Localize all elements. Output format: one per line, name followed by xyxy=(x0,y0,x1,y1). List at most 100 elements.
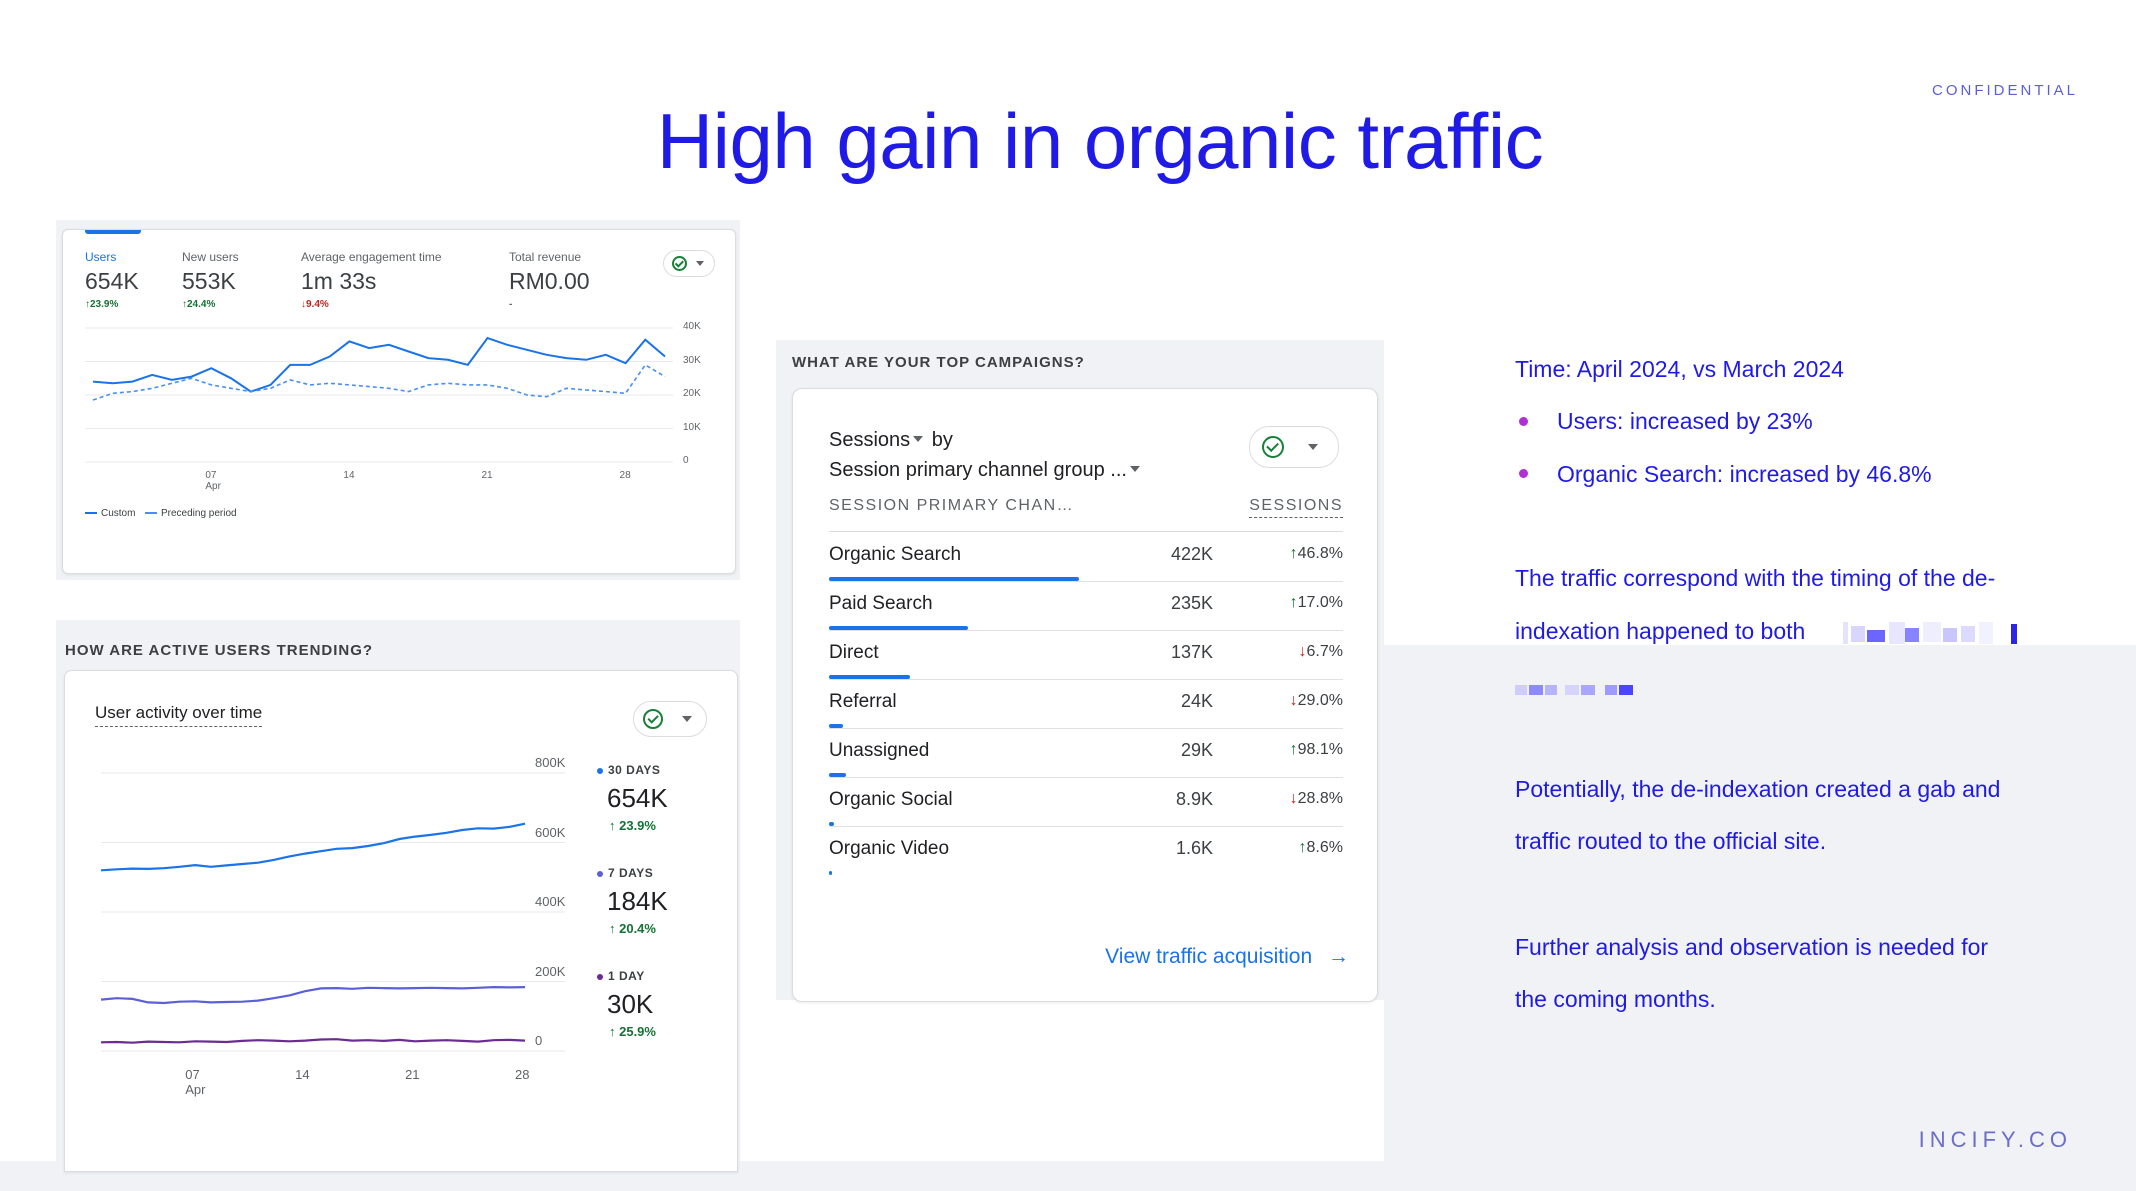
check-circle-icon xyxy=(672,256,687,271)
table-row[interactable]: Organic Search 422K ↑46.8% xyxy=(829,532,1343,582)
legend-change: ↑ 20.4% xyxy=(609,921,656,936)
metric-total-revenue[interactable]: Total revenue RM0.00 - xyxy=(509,250,590,310)
y-tick-label: 20K xyxy=(683,388,701,399)
y-tick-label: 0 xyxy=(535,1033,543,1048)
share-bar xyxy=(829,577,1079,581)
sessions-change: ↑8.6% xyxy=(1298,839,1343,856)
x-tick-label: 21 xyxy=(405,1067,420,1082)
redacted-text xyxy=(1843,622,2018,644)
campaigns-card: Sessions by Session primary channel grou… xyxy=(792,388,1378,1002)
sessions-value: 1.6K xyxy=(1175,838,1213,858)
bullet-dot xyxy=(1519,417,1528,426)
table-row[interactable]: Referral 24K ↓29.0% xyxy=(829,679,1343,729)
legend-preceding: Preceding period xyxy=(145,508,237,519)
active-tab-indicator xyxy=(85,230,141,234)
chevron-down-icon xyxy=(913,436,924,442)
share-bar xyxy=(829,773,847,777)
x-tick-label: 28 xyxy=(515,1067,530,1082)
channel-name: Direct xyxy=(829,642,879,663)
background-block xyxy=(1384,645,2136,1191)
sessions-change: ↓28.8% xyxy=(1289,790,1343,807)
compare-menu-button[interactable] xyxy=(1249,426,1339,468)
redacted-text xyxy=(1515,682,1650,695)
metric-value: 654K xyxy=(85,268,139,294)
series-line-1-day xyxy=(100,1038,526,1044)
sessions-change: ↑17.0% xyxy=(1289,594,1343,611)
dimension-selector[interactable]: Session primary channel group ... xyxy=(829,459,1140,482)
sessions-value: 24K xyxy=(1180,691,1213,711)
notes-para1-line1: The traffic correspond with the timing o… xyxy=(1515,565,1996,591)
chevron-down-icon xyxy=(696,261,704,266)
y-tick-label: 30K xyxy=(683,354,701,366)
notes-para1-line2: indexation happened to both xyxy=(1515,618,1806,644)
campaigns-section-title: WHAT ARE YOUR TOP CAMPAIGNS? xyxy=(792,354,1085,371)
legend-value: 184K xyxy=(607,886,668,916)
metric-new-users[interactable]: New users 553K ↑24.4% xyxy=(182,250,239,310)
metric-change: ↑23.9% xyxy=(85,299,119,310)
y-tick-label: 10K xyxy=(683,421,701,433)
x-tick-month: Apr xyxy=(185,1082,206,1097)
overview-card: Users 654K ↑23.9% New users 553K ↑24.4% … xyxy=(62,229,736,574)
compare-menu-button[interactable] xyxy=(663,250,715,277)
view-traffic-acquisition-link[interactable]: View traffic acquisition → xyxy=(1105,945,1349,968)
user-activity-chart xyxy=(100,772,565,1052)
metric-engagement-time[interactable]: Average engagement time 1m 33s ↓9.4% xyxy=(301,250,442,310)
user-activity-title[interactable]: User activity over time xyxy=(95,703,263,727)
metric-label: Users xyxy=(85,250,117,264)
arrow-down-icon: ↓ xyxy=(1298,643,1307,660)
table-row[interactable]: Direct 137K ↓6.7% xyxy=(829,630,1343,680)
share-bar xyxy=(829,871,832,875)
sessions-value: 235K xyxy=(1170,593,1213,613)
chevron-down-icon xyxy=(1308,444,1318,450)
notes-para3-line2: the coming months. xyxy=(1515,986,1716,1012)
share-bar xyxy=(829,626,969,630)
legend-value: 30K xyxy=(607,989,654,1019)
table-row[interactable]: Organic Social 8.9K ↓28.8% xyxy=(829,777,1343,827)
legend-value: 654K xyxy=(607,783,668,813)
notes-para3-line1: Further analysis and observation is need… xyxy=(1515,934,1989,960)
channel-name: Unassigned xyxy=(829,740,930,761)
overview-chart xyxy=(85,327,673,463)
y-tick-label: 40K xyxy=(683,321,701,332)
series-line-30-days xyxy=(100,822,526,872)
confidential-label: CONFIDENTIAL xyxy=(1931,82,2078,99)
x-tick-month: Apr xyxy=(205,481,221,492)
metric-value: 553K xyxy=(182,268,236,294)
column-header-sessions[interactable]: SESSIONS xyxy=(1249,497,1343,518)
active-users-section-title: HOW ARE ACTIVE USERS TRENDING? xyxy=(65,642,374,659)
legend-change: ↑ 23.9% xyxy=(609,818,656,833)
x-tick-label: 14 xyxy=(343,470,355,481)
slide-title: High gain in organic traffic xyxy=(656,97,1544,185)
compare-menu-button[interactable] xyxy=(633,701,707,737)
metric-change: - xyxy=(509,299,513,310)
y-tick-label: 400K xyxy=(535,894,566,909)
arrow-up-icon: ↑ xyxy=(1289,545,1298,562)
series-line-7-days xyxy=(100,985,526,1005)
channel-name: Organic Search xyxy=(829,544,962,565)
sessions-value: 422K xyxy=(1170,544,1213,564)
arrow-up-icon: ↑ xyxy=(182,299,187,310)
sessions-metric-selector[interactable]: Sessions by xyxy=(829,429,953,451)
metric-label: New users xyxy=(182,250,239,264)
arrow-right-icon: → xyxy=(1328,945,1349,968)
row-divider xyxy=(829,728,1343,729)
column-header-channel[interactable]: SESSION PRIMARY CHAN… xyxy=(829,497,1075,514)
metric-value: RM0.00 xyxy=(509,268,590,294)
table-row[interactable]: Organic Video 1.6K ↑8.6% xyxy=(829,826,1343,875)
bullet-dot xyxy=(1519,469,1528,478)
channel-name: Referral xyxy=(829,691,897,712)
metric-label: Average engagement time xyxy=(301,250,442,264)
table-row[interactable]: Paid Search 235K ↑17.0% xyxy=(829,581,1343,631)
y-tick-label: 600K xyxy=(535,824,566,840)
table-row[interactable]: Unassigned 29K ↑98.1% xyxy=(829,728,1343,778)
check-circle-icon xyxy=(1262,436,1284,458)
metric-users[interactable]: Users 654K ↑23.9% xyxy=(85,250,139,310)
notes-bullet-organic: Organic Search: increased by 46.8% xyxy=(1557,461,1932,487)
x-tick-label: 28 xyxy=(619,470,631,481)
metric-label: Total revenue xyxy=(509,250,582,264)
channel-name: Organic Social xyxy=(829,789,953,810)
x-tick-label: 07 xyxy=(185,1067,200,1082)
notes-bullet-users: Users: increased by 23% xyxy=(1557,408,1813,434)
metric-value: 1m 33s xyxy=(301,268,377,294)
row-divider xyxy=(829,777,1343,778)
